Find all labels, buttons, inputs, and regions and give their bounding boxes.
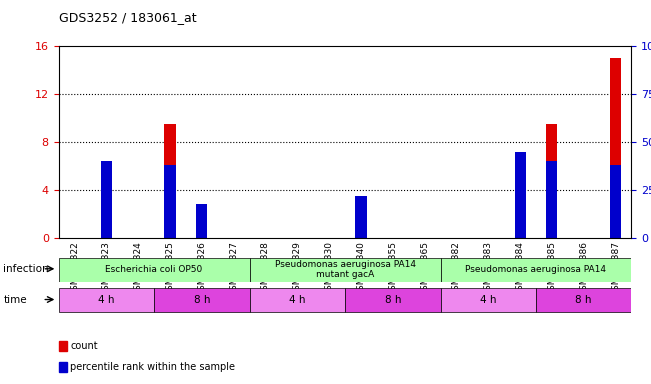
- Bar: [514, 199, 525, 238]
- Bar: [514, 152, 525, 238]
- Bar: [546, 124, 557, 238]
- Text: 4 h: 4 h: [480, 295, 497, 306]
- Text: 8 h: 8 h: [575, 295, 592, 306]
- Text: 4 h: 4 h: [289, 295, 305, 306]
- Bar: [101, 200, 112, 238]
- FancyBboxPatch shape: [249, 288, 345, 313]
- Bar: [165, 165, 176, 238]
- Text: GDS3252 / 183061_at: GDS3252 / 183061_at: [59, 12, 196, 25]
- Text: Pseudomonas aeruginosa PA14: Pseudomonas aeruginosa PA14: [465, 265, 607, 274]
- Bar: [546, 161, 557, 238]
- Bar: [355, 196, 367, 238]
- Text: count: count: [70, 341, 98, 351]
- Text: Escherichia coli OP50: Escherichia coli OP50: [105, 265, 202, 274]
- Text: infection: infection: [3, 264, 49, 274]
- FancyBboxPatch shape: [59, 258, 249, 282]
- Bar: [165, 124, 176, 238]
- Text: 4 h: 4 h: [98, 295, 115, 306]
- Text: 8 h: 8 h: [385, 295, 401, 306]
- Text: Pseudomonas aeruginosa PA14
mutant gacA: Pseudomonas aeruginosa PA14 mutant gacA: [275, 260, 415, 280]
- FancyBboxPatch shape: [249, 258, 441, 282]
- FancyBboxPatch shape: [441, 288, 536, 313]
- Bar: [610, 165, 621, 238]
- Bar: [610, 58, 621, 238]
- Bar: [196, 204, 208, 238]
- Text: time: time: [3, 295, 27, 305]
- FancyBboxPatch shape: [345, 288, 441, 313]
- FancyBboxPatch shape: [536, 288, 631, 313]
- Bar: [196, 228, 208, 238]
- FancyBboxPatch shape: [441, 258, 631, 282]
- Text: 8 h: 8 h: [193, 295, 210, 306]
- Text: percentile rank within the sample: percentile rank within the sample: [70, 362, 235, 372]
- Bar: [101, 161, 112, 238]
- FancyBboxPatch shape: [59, 288, 154, 313]
- FancyBboxPatch shape: [154, 288, 249, 313]
